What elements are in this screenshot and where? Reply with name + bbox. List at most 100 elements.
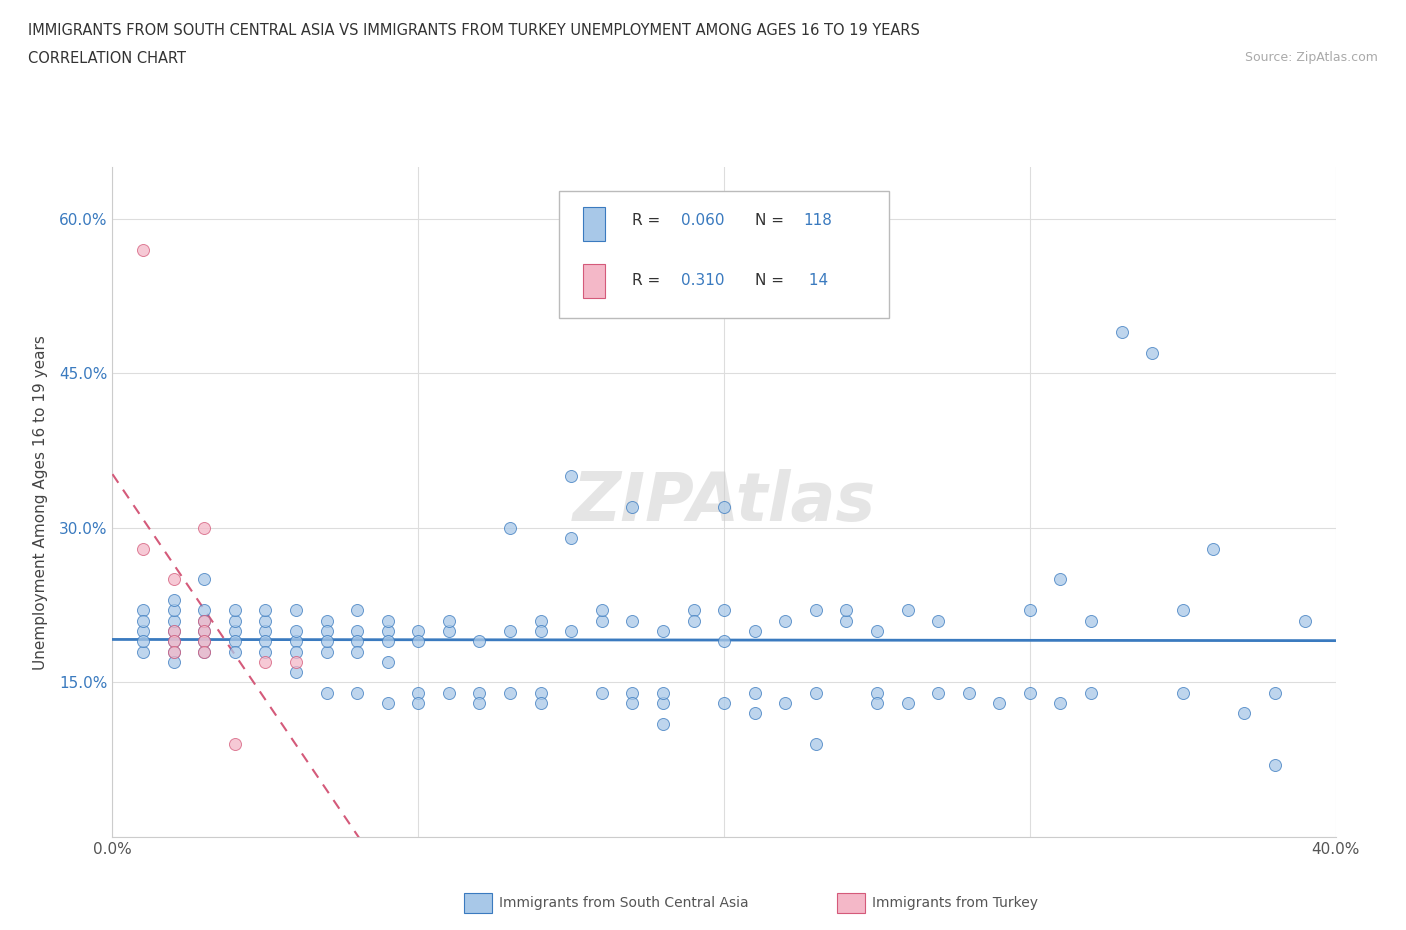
FancyBboxPatch shape xyxy=(583,206,605,241)
Point xyxy=(866,696,889,711)
Point xyxy=(346,623,368,638)
Text: N =: N = xyxy=(755,273,789,288)
Text: 0.310: 0.310 xyxy=(682,273,724,288)
Point xyxy=(284,634,308,649)
Point xyxy=(408,696,430,711)
Text: 118: 118 xyxy=(804,214,832,229)
Point xyxy=(284,623,308,638)
Point xyxy=(163,592,186,607)
Point xyxy=(315,613,337,628)
Text: R =: R = xyxy=(633,214,665,229)
Point xyxy=(315,685,337,700)
Point xyxy=(315,644,337,659)
Point xyxy=(1080,685,1102,700)
Point xyxy=(193,572,215,587)
Point xyxy=(621,685,644,700)
Point xyxy=(284,655,308,670)
Point xyxy=(132,541,155,556)
Point xyxy=(377,623,399,638)
Point xyxy=(224,737,246,751)
Point xyxy=(835,613,858,628)
Point xyxy=(408,685,430,700)
Point xyxy=(132,634,155,649)
Point xyxy=(163,644,186,659)
Point xyxy=(499,685,522,700)
Point xyxy=(224,603,246,618)
Point xyxy=(193,613,215,628)
Point xyxy=(468,685,491,700)
Point xyxy=(254,644,277,659)
Text: Immigrants from Turkey: Immigrants from Turkey xyxy=(872,896,1038,910)
Text: Immigrants from South Central Asia: Immigrants from South Central Asia xyxy=(499,896,749,910)
Point xyxy=(927,685,949,700)
Point xyxy=(530,613,553,628)
Point xyxy=(408,623,430,638)
Point xyxy=(713,696,735,711)
Point xyxy=(468,634,491,649)
Point xyxy=(163,644,186,659)
Point xyxy=(284,665,308,680)
Point xyxy=(1264,757,1286,772)
Point xyxy=(775,613,797,628)
Point xyxy=(897,696,920,711)
Point xyxy=(1111,325,1133,339)
Point xyxy=(713,500,735,515)
Point xyxy=(744,685,766,700)
Point xyxy=(744,706,766,721)
Point xyxy=(377,634,399,649)
Point xyxy=(1171,603,1194,618)
Point xyxy=(193,623,215,638)
Point xyxy=(224,634,246,649)
Point xyxy=(530,696,553,711)
Point xyxy=(193,634,215,649)
Point xyxy=(132,603,155,618)
Point xyxy=(254,613,277,628)
Point xyxy=(193,603,215,618)
Point xyxy=(193,644,215,659)
Point xyxy=(713,634,735,649)
Point xyxy=(346,603,368,618)
Point xyxy=(377,655,399,670)
Point xyxy=(346,685,368,700)
Point xyxy=(682,613,704,628)
Point xyxy=(315,634,337,649)
Point xyxy=(377,696,399,711)
Point xyxy=(621,696,644,711)
Point xyxy=(163,623,186,638)
Point xyxy=(132,623,155,638)
Point xyxy=(163,634,186,649)
Point xyxy=(1233,706,1256,721)
Point xyxy=(1018,685,1040,700)
Point xyxy=(132,644,155,659)
Point xyxy=(254,623,277,638)
Point xyxy=(652,716,675,731)
Point xyxy=(1142,345,1164,360)
Point xyxy=(652,623,675,638)
Point xyxy=(682,603,704,618)
Point xyxy=(132,243,155,258)
Point xyxy=(1264,685,1286,700)
Point xyxy=(284,644,308,659)
Point xyxy=(775,696,797,711)
Point xyxy=(163,634,186,649)
Point xyxy=(560,469,582,484)
Text: 0.060: 0.060 xyxy=(682,214,724,229)
Point xyxy=(163,613,186,628)
Text: ZIPAtlas: ZIPAtlas xyxy=(572,470,876,535)
Point xyxy=(560,531,582,546)
Point xyxy=(346,634,368,649)
Point xyxy=(1049,572,1071,587)
Point xyxy=(1080,613,1102,628)
Y-axis label: Unemployment Among Ages 16 to 19 years: Unemployment Among Ages 16 to 19 years xyxy=(32,335,48,670)
Point xyxy=(163,655,186,670)
Point xyxy=(284,603,308,618)
Point xyxy=(530,685,553,700)
Point xyxy=(988,696,1011,711)
Point xyxy=(1202,541,1225,556)
Point xyxy=(591,603,613,618)
Point xyxy=(897,603,920,618)
Point xyxy=(163,623,186,638)
Point xyxy=(927,613,949,628)
Point xyxy=(530,623,553,638)
Point xyxy=(591,685,613,700)
